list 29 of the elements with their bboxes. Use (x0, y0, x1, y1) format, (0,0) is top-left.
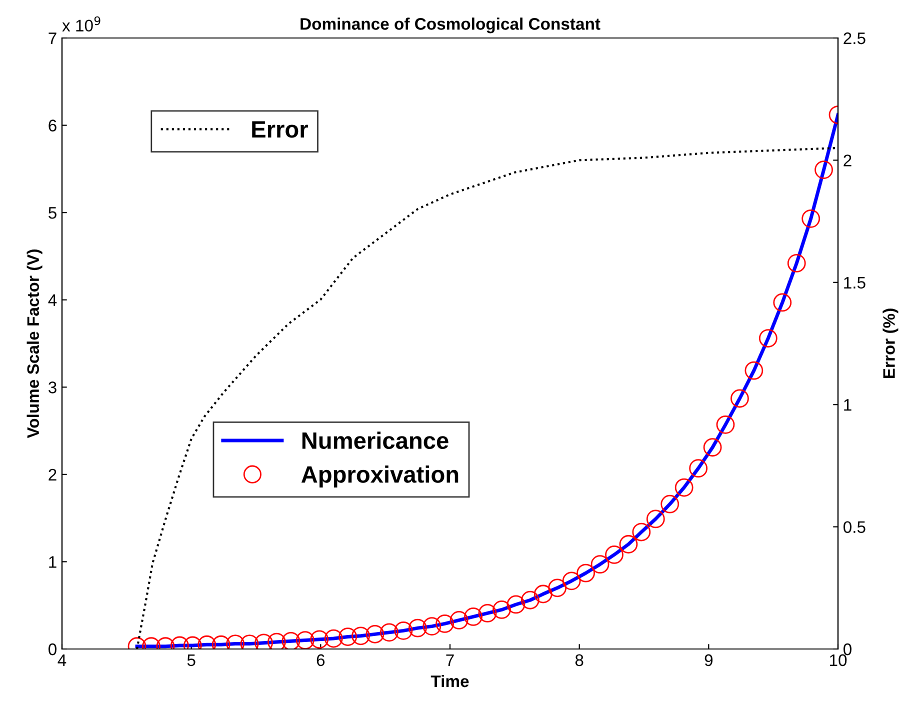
y-tick-label: 6 (48, 120, 56, 132)
legend-label: Numericance (302, 432, 448, 450)
y2-axis-title: Error (%) (882, 308, 898, 378)
x-tick-label: 6 (316, 654, 325, 666)
y-tick-label: 1 (49, 556, 56, 568)
y2-tick-label: 2 (844, 154, 852, 166)
y-tick-label: 4 (48, 294, 57, 306)
y-tick-label: 3 (48, 382, 56, 394)
text: x 10$^{9}$ (62, 16, 100, 32)
y-tick-label: 2 (48, 468, 56, 480)
y-tick-label: 5 (48, 207, 56, 219)
legend-label: Error (252, 121, 308, 138)
y2-tick-label: 1 (844, 399, 852, 411)
x-tick-label: 7 (446, 654, 454, 666)
chart-title: Dominance of Cosmological Constant (300, 18, 600, 34)
x-tick-label: 5 (187, 654, 196, 666)
x-tick-label: 8 (575, 654, 584, 666)
y-tick-label: 7 (48, 32, 56, 44)
y2-tick-label: 2.5 (844, 32, 866, 44)
x-tick-label: 4 (58, 654, 66, 666)
x-axis-title: Time (430, 674, 469, 688)
y2-tick-label: 1.5 (844, 276, 866, 289)
x-tick-label: 10 (830, 654, 847, 666)
y2-tick-label: 0.5 (844, 521, 866, 534)
y-tick-label: 0 (48, 643, 56, 656)
y-axis-title: Volume Scale Factor (V) (26, 250, 42, 438)
legend-label: Approxivation (301, 465, 458, 488)
y2-tick-label: 0 (844, 643, 852, 656)
x-tick-label: 9 (704, 654, 713, 666)
